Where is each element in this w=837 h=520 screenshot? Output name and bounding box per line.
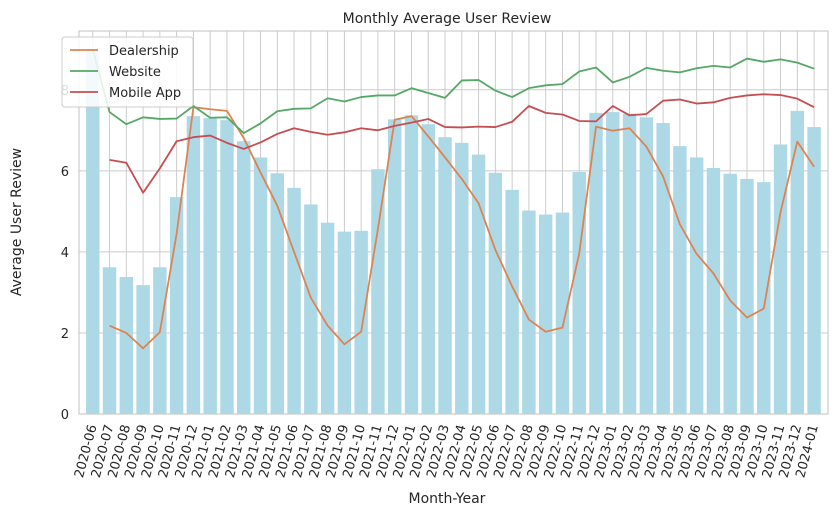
bar <box>656 123 670 414</box>
bar <box>622 113 637 414</box>
bar <box>337 231 352 414</box>
series-line-mobile-app <box>109 93 815 194</box>
bar <box>304 204 318 414</box>
bar <box>287 187 301 414</box>
bar <box>639 117 654 415</box>
bar <box>790 110 805 414</box>
bar <box>253 157 268 414</box>
legend-items: Dealership Website Mobile App <box>70 44 181 101</box>
bar <box>186 116 201 414</box>
bar <box>740 178 754 414</box>
y-tick-label: 0 <box>61 408 69 423</box>
series-line-website <box>91 49 815 135</box>
bar <box>505 189 519 414</box>
bar <box>757 182 771 414</box>
bar <box>119 277 134 414</box>
bar <box>153 267 167 414</box>
legend-label: Website <box>109 65 161 80</box>
bar <box>455 142 469 414</box>
bar <box>421 124 435 415</box>
y-tick-label: 2 <box>61 327 69 342</box>
line-layer <box>91 49 815 350</box>
y-tick-label: 4 <box>61 246 69 261</box>
bar <box>354 230 368 414</box>
bar <box>538 214 553 414</box>
bar <box>689 157 704 414</box>
bar <box>606 112 620 415</box>
bar <box>773 144 788 414</box>
bar <box>723 173 737 414</box>
x-tick-labels: 2020-062020-072020-082020-092020-102020-… <box>72 423 822 479</box>
bar <box>86 49 100 414</box>
legend-label: Dealership <box>109 44 179 59</box>
x-axis-label: Month-Year <box>409 491 486 507</box>
bar <box>102 267 117 414</box>
bar <box>555 212 570 414</box>
bar <box>488 172 503 414</box>
bar <box>471 154 486 414</box>
bar-layer <box>86 49 821 415</box>
plot-frame <box>78 30 829 415</box>
legend: Dealership Website Mobile App <box>61 36 194 108</box>
bar <box>387 119 402 414</box>
bar <box>320 222 335 414</box>
bar <box>220 120 234 414</box>
bar <box>572 172 586 414</box>
bar <box>237 141 251 415</box>
bar <box>522 210 536 414</box>
legend-box <box>61 36 194 108</box>
bar <box>371 169 385 414</box>
y-axis-label: Average User Review <box>9 148 25 296</box>
bar <box>589 112 603 415</box>
series-line-dealership <box>109 106 815 350</box>
legend-label: Mobile App <box>109 86 181 101</box>
bar <box>807 127 821 415</box>
bar <box>404 115 419 414</box>
bar <box>136 285 150 414</box>
bar <box>673 146 687 414</box>
y-tick-label: 6 <box>61 165 69 180</box>
bar <box>706 167 721 414</box>
chart-title: Monthly Average User Review <box>343 11 552 27</box>
bar <box>270 173 284 414</box>
bar <box>203 118 217 414</box>
bar <box>438 137 452 414</box>
